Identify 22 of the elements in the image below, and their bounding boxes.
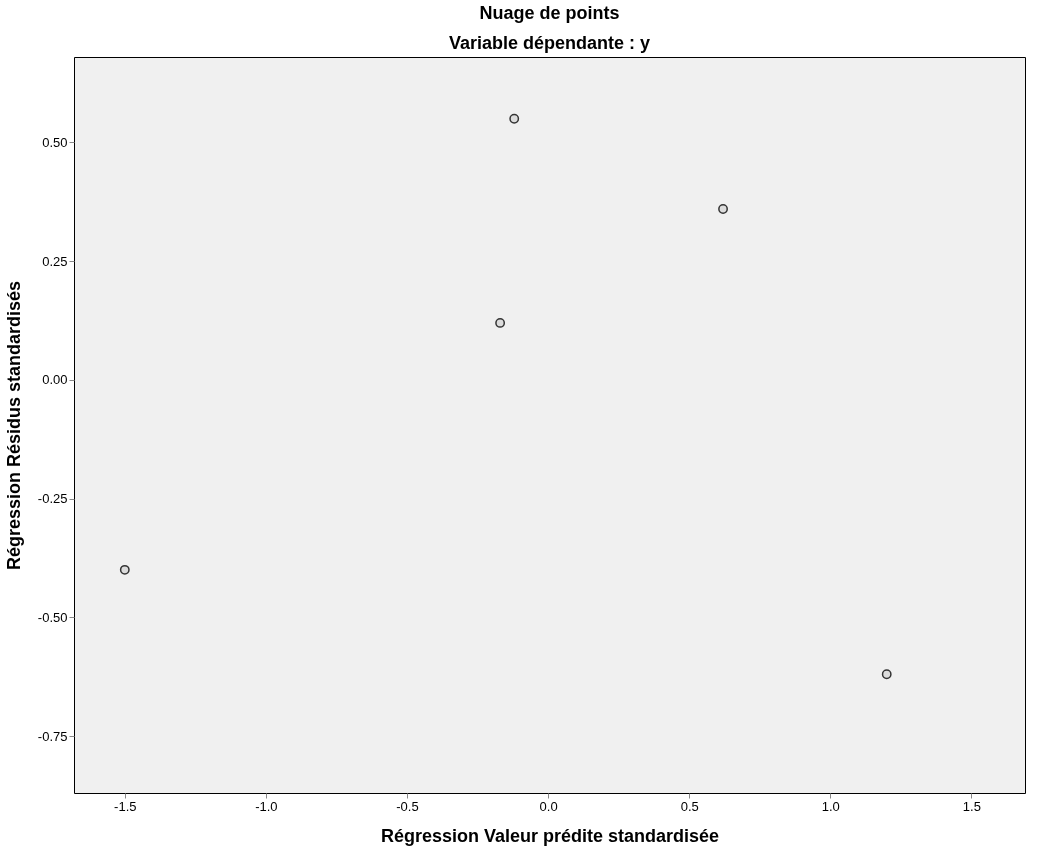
point [119, 564, 130, 575]
point [881, 669, 892, 680]
x-tick-label: -1.0 [255, 798, 278, 814]
chart-subtitle: Variable dépendante : y [448, 33, 651, 53]
x-axis-title: Régression Valeur prédite standardisée [380, 825, 720, 846]
point [718, 204, 728, 214]
y-tick-label: 0.50 [42, 134, 68, 150]
y-tick-label: -0.50 [37, 609, 68, 625]
y-axis-title: Régression Résidus standardisés [3, 280, 24, 571]
y-tick-label: 0.00 [42, 372, 68, 388]
y-tick-label: -0.75 [37, 728, 68, 744]
x-tick-label: 0.5 [680, 798, 699, 814]
x-tick-label: 0.0 [539, 798, 558, 814]
y-tick-label: -0.25 [37, 491, 68, 507]
x-tick-label: 1.0 [821, 798, 840, 814]
chart-title: Nuage de points [479, 3, 620, 23]
x-tick-label: -0.5 [396, 798, 419, 814]
y-tick-label: 0.25 [42, 253, 68, 269]
x-tick-label: 1.5 [962, 798, 981, 814]
point [509, 113, 520, 124]
x-tick-label: -1.5 [114, 798, 137, 814]
point [495, 317, 506, 328]
